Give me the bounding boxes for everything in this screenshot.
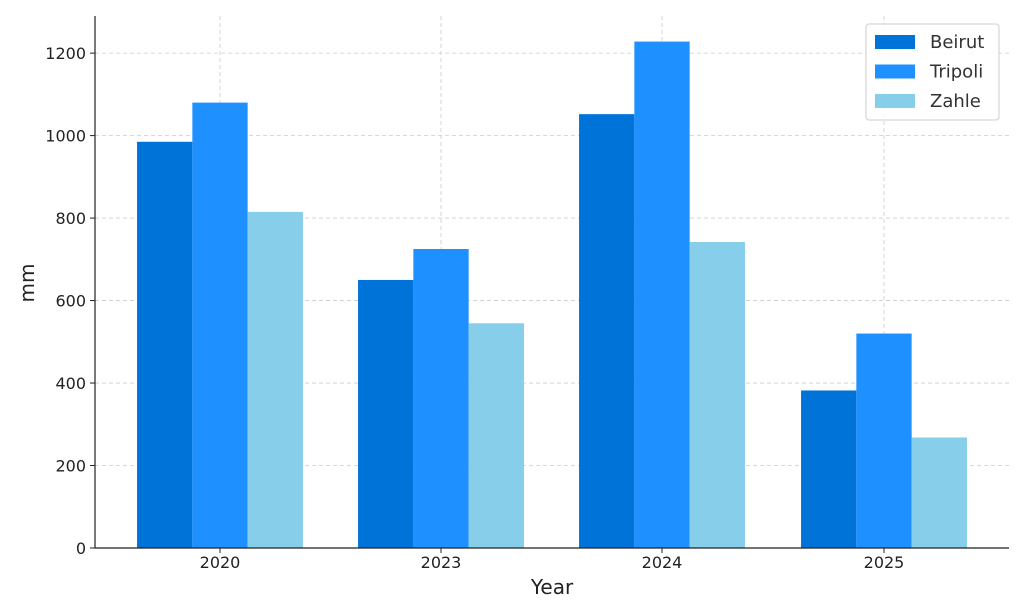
x-tick-label: 2024 <box>642 553 683 572</box>
y-tick-label: 1200 <box>45 44 86 63</box>
legend-label-zahle: Zahle <box>930 91 981 112</box>
bar-zahle-2025 <box>911 437 967 548</box>
bar-zahle-2020 <box>247 211 303 548</box>
y-tick-label: 1000 <box>45 127 86 146</box>
x-tick-label: 2025 <box>864 553 905 572</box>
legend-label-tripoli: Tripoli <box>929 62 983 83</box>
bar-beirut-2023 <box>358 279 414 548</box>
bar-zahle-2024 <box>689 241 745 549</box>
x-tick-label: 2020 <box>200 553 241 572</box>
legend: Beirut Tripoli Zahle <box>865 23 1000 121</box>
y-tick-label: 800 <box>55 209 86 228</box>
y-tick-label: 600 <box>55 292 86 311</box>
y-axis-label: mm <box>15 264 39 303</box>
legend-label-beirut: Beirut <box>930 32 984 53</box>
bar-tripoli-2024 <box>634 41 690 548</box>
bar-beirut-2024 <box>579 114 635 548</box>
bar-tripoli-2023 <box>413 249 469 548</box>
x-tick-label: 2023 <box>421 553 462 572</box>
bar-tripoli-2020 <box>192 102 248 549</box>
bars <box>137 41 967 549</box>
bar-beirut-2025 <box>801 390 857 548</box>
y-ticks: 0 200 400 600 800 1000 1200 <box>45 44 95 558</box>
bar-zahle-2023 <box>468 323 524 548</box>
y-tick-label: 0 <box>76 539 86 558</box>
bar-tripoli-2025 <box>856 333 912 548</box>
legend-swatch-zahle <box>875 94 915 108</box>
legend-swatch-tripoli <box>875 64 915 79</box>
legend-swatch-beirut <box>875 35 915 49</box>
x-ticks: 2020 2023 2024 2025 <box>200 548 905 572</box>
y-tick-label: 200 <box>55 457 86 476</box>
x-axis-label: Year <box>530 575 574 599</box>
bar-beirut-2020 <box>137 141 193 548</box>
y-tick-label: 400 <box>55 374 86 393</box>
axes <box>94 16 1009 549</box>
